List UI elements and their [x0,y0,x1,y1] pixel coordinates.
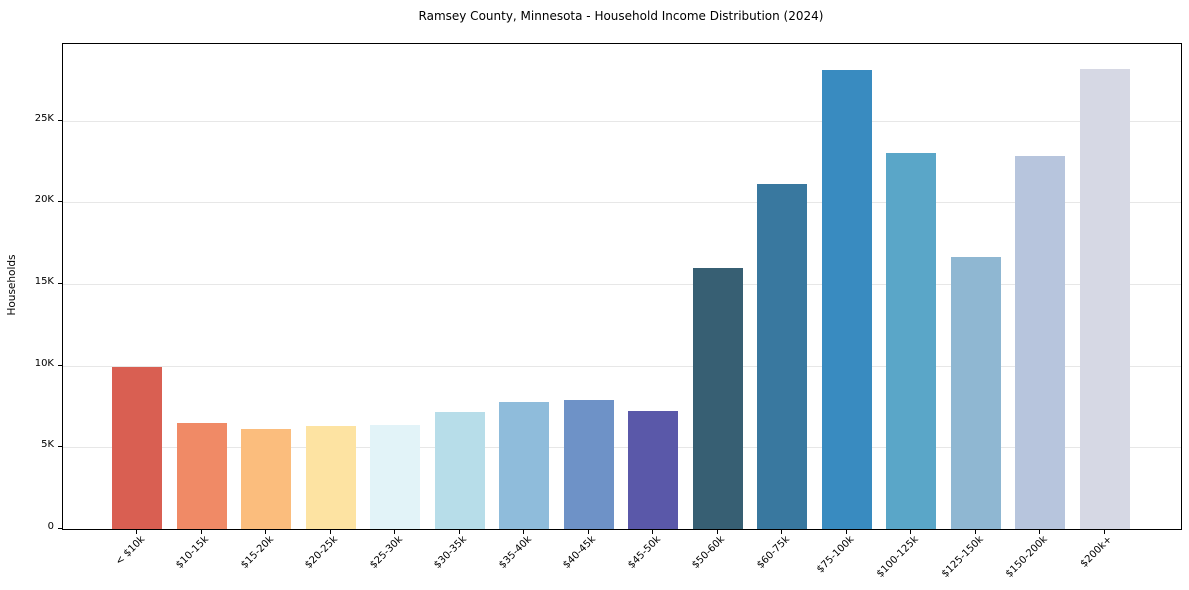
bar-6 [499,402,549,529]
x-tick-label: $20-25k [303,534,341,571]
x-tick [781,529,782,534]
x-tick-label: < $10k [113,534,147,568]
x-tick-label: $200k+ [1078,534,1115,570]
x-tick [716,529,718,534]
bar-3 [305,426,356,529]
bar-14 [1015,155,1065,529]
x-tick-label: $10-15k [174,534,212,571]
bar-0 [112,366,162,529]
plot-area [62,43,1182,530]
bar-7 [563,400,614,529]
gridline-20K [63,202,1181,204]
x-tick-label: $40-45k [561,534,599,571]
y-tick [58,283,62,285]
x-tick-label: $25-30k [367,534,405,571]
x-tick [200,529,202,534]
x-tick [1103,529,1105,534]
y-tick [58,364,62,366]
chart-title: Ramsey County, Minnesota - Household Inc… [418,9,824,23]
x-tick [652,529,653,534]
bar-2 [241,429,291,529]
gridline-25K [63,120,1181,122]
bar-4 [370,425,420,529]
gridline-15K [63,284,1181,286]
x-tick-label: $45-50k [625,534,663,571]
x-tick [910,529,911,534]
x-tick-label: $125-150k [939,534,986,580]
gridline-5K [63,447,1181,449]
bar-9 [692,267,743,529]
x-tick [845,529,847,534]
x-tick-label: $30-35k [432,534,470,571]
x-tick [587,529,589,534]
y-tick [58,446,62,448]
bar-8 [628,411,678,529]
y-tick-label: 0 [47,521,54,532]
x-tick-label: $75-100k [814,534,857,576]
y-tick-label: 25K [34,112,54,124]
y-tick [58,119,62,121]
x-tick-label: $150-200k [1003,534,1050,580]
x-tick [265,529,266,534]
gridline-10K [63,365,1181,367]
x-tick [523,529,524,534]
x-tick [458,529,460,534]
x-tick-label: $50-60k [690,534,728,571]
x-tick [974,529,976,534]
x-tick [329,529,331,534]
y-tick-label: 10K [34,357,54,369]
y-tick-label: 5K [41,439,54,451]
bar-1 [176,422,227,529]
y-tick-label: 20K [34,194,54,206]
y-tick [58,528,62,529]
x-tick [1039,529,1040,534]
x-tick-label: $100-125k [874,534,921,580]
bar-11 [821,70,872,529]
x-tick [394,529,395,534]
x-tick-label: $15-20k [238,534,276,571]
x-tick [136,529,137,534]
bar-12 [886,153,936,529]
y-tick [58,201,62,203]
bar-15 [1079,68,1130,529]
y-tick-label: 15K [34,276,54,288]
x-tick-label: $60-75k [754,534,792,571]
x-tick-label: $35-40k [496,534,534,571]
bar-5 [434,412,485,529]
bar-13 [950,257,1001,529]
bar-10 [757,184,807,529]
